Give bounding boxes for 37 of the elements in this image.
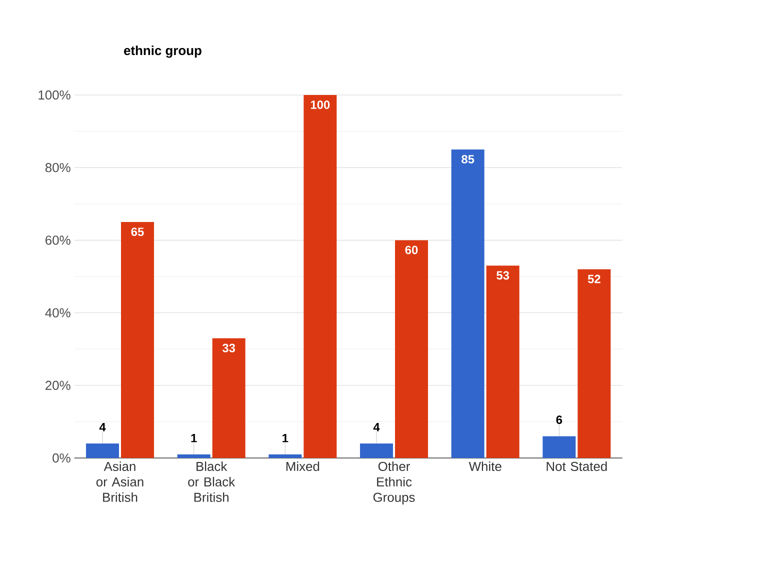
y-tick-label: 0% <box>52 453 70 463</box>
bar <box>212 338 246 458</box>
y-tick-label: 100% <box>38 90 70 100</box>
bar <box>451 149 484 458</box>
bar <box>177 454 210 458</box>
bar <box>395 240 428 458</box>
x-tick-label: Asian or Asian British <box>96 462 144 502</box>
data-label: 4 <box>373 423 380 432</box>
y-tick-label: 60% <box>46 236 70 245</box>
x-tick-label: White <box>468 462 502 472</box>
chart-title: ethnic group <box>124 46 202 58</box>
data-label: 1 <box>191 434 197 442</box>
x-tick-label: Other Ethnic Groups <box>373 462 415 504</box>
data-label: 85 <box>462 154 474 164</box>
bar <box>86 443 119 458</box>
x-tick-label: Black or Black British <box>188 462 236 502</box>
y-tick-label: 20% <box>46 380 70 390</box>
data-label: 65 <box>131 228 144 236</box>
data-label: 60 <box>405 246 418 254</box>
bar <box>268 454 302 458</box>
bar <box>542 436 576 458</box>
x-tick-label: Not Stated <box>546 462 607 472</box>
data-label: 100 <box>310 100 330 109</box>
bar <box>360 443 393 458</box>
bar <box>486 266 520 458</box>
data-label: 53 <box>496 271 510 280</box>
y-tick-label: 40% <box>45 308 70 318</box>
data-label: 33 <box>222 344 236 352</box>
data-label: 52 <box>588 274 600 284</box>
bar <box>304 94 337 458</box>
data-label: 4 <box>99 423 106 432</box>
bar <box>578 269 611 458</box>
data-label: 6 <box>556 416 562 424</box>
y-tick-label: 80% <box>45 163 70 172</box>
bar <box>121 222 154 458</box>
data-label: 1 <box>282 434 288 442</box>
x-tick-label: Mixed <box>286 462 320 472</box>
